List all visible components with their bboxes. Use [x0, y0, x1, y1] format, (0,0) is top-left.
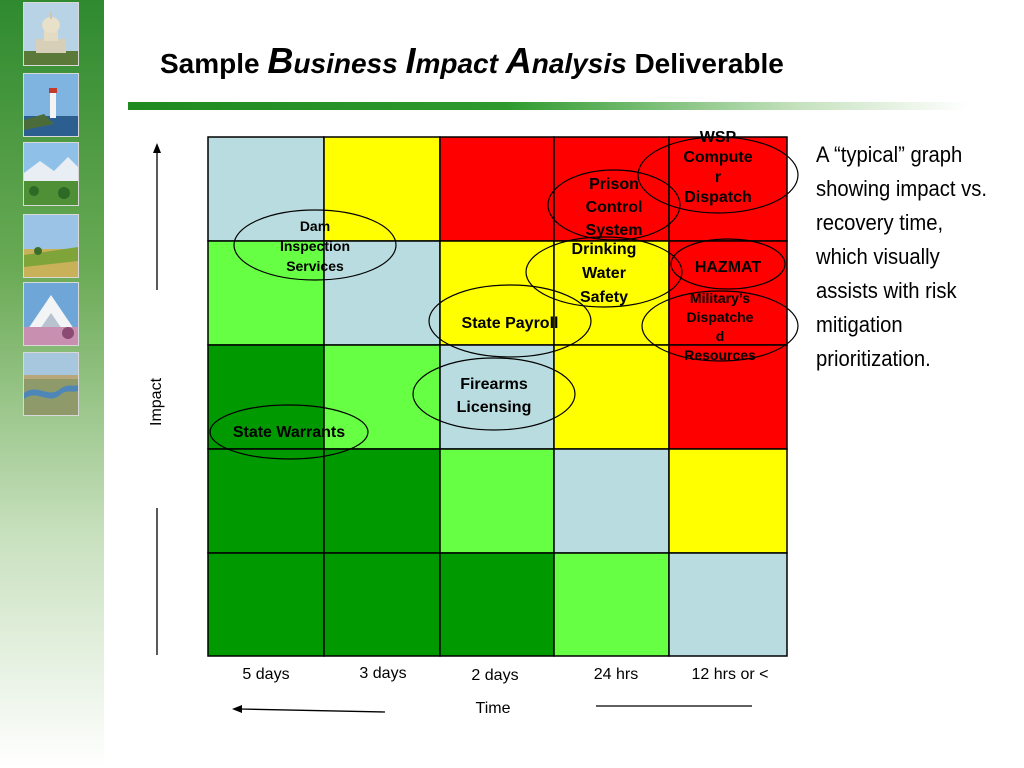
- item-oval: [233, 209, 397, 281]
- wheat-field-photo-thumbnail: [23, 214, 79, 278]
- heatmap-cell: [207, 344, 325, 450]
- item-oval: [428, 284, 592, 358]
- heatmap-cell: [207, 240, 325, 346]
- explanation-note: A “typical” graph showing impact vs. rec…: [816, 142, 987, 371]
- heatmap-cell: [668, 240, 788, 346]
- heatmap-cell: [668, 344, 788, 450]
- slide-title: Sample Business Impact Analysis Delivera…: [160, 40, 784, 81]
- lighthouse-photo-thumbnail: [23, 73, 79, 137]
- heatmap-cell: [439, 344, 555, 450]
- item-oval: [637, 136, 799, 214]
- item-label: WSP Compute r Dispatch: [683, 129, 752, 206]
- item-oval: [641, 290, 799, 362]
- x-axis-arrow: [232, 705, 752, 713]
- title-underline: [128, 102, 968, 110]
- item-oval: [412, 357, 576, 431]
- heatmap-cell: [668, 136, 788, 242]
- heatmap-cell: [323, 448, 441, 554]
- x-tick-label: 2 days: [471, 667, 518, 684]
- y-axis-arrow: [153, 143, 161, 655]
- heatmap-cell: [207, 448, 325, 554]
- item-oval: [525, 236, 683, 308]
- heatmap-cells: [207, 136, 788, 657]
- x-tick-label: 24 hrs: [594, 666, 638, 683]
- item-label: Dam Inspection Services: [280, 218, 350, 274]
- x-tick-labels: 5 days 3 days 2 days 24 hrs 12 hrs or <: [242, 665, 768, 684]
- item-ovals: [209, 136, 799, 460]
- x-tick-label: 5 days: [242, 666, 289, 683]
- heatmap-cell: [323, 136, 441, 242]
- capitol-photo-thumbnail: [23, 2, 79, 66]
- heatmap-cell: [207, 552, 325, 657]
- heatmap-cell: [323, 344, 441, 450]
- heatmap-cell: [323, 240, 441, 346]
- heatmap-cell: [668, 552, 788, 657]
- heatmap-cell: [439, 136, 555, 242]
- river-valley-photo-thumbnail: [23, 352, 79, 416]
- item-label: HAZMAT: [695, 259, 762, 276]
- heatmap-cell: [323, 552, 441, 657]
- item-labels: WSP Compute r Dispatch Prison Control System Da…: [233, 129, 762, 441]
- item-oval: [547, 169, 681, 241]
- item-label: Drinking Water Safety: [572, 241, 637, 306]
- mountain-photo-thumbnail: [23, 282, 79, 346]
- heatmap-cell: [553, 448, 670, 554]
- heatmap-cell: [439, 552, 555, 657]
- item-label: Prison Control System: [586, 176, 643, 239]
- item-label: State Warrants: [233, 424, 345, 441]
- item-label: Firearms Licensing: [457, 376, 532, 416]
- meadow-photo-thumbnail: [23, 142, 79, 206]
- item-oval: [209, 404, 369, 460]
- heatmap-cell: [439, 448, 555, 554]
- item-oval: [670, 238, 786, 290]
- x-axis-label: Time: [476, 700, 511, 717]
- heatmap-cell: [553, 344, 670, 450]
- x-tick-label: 12 hrs or <: [692, 666, 769, 683]
- x-tick-label: 3 days: [359, 665, 406, 682]
- heatmap-cell: [439, 240, 555, 346]
- heatmap-cell: [553, 552, 670, 657]
- heatmap-cell: [668, 448, 788, 554]
- y-axis-label: Impact: [148, 377, 165, 426]
- item-label: State Payroll: [462, 315, 559, 332]
- item-label: Military’s Dispatche d Resources: [684, 290, 756, 363]
